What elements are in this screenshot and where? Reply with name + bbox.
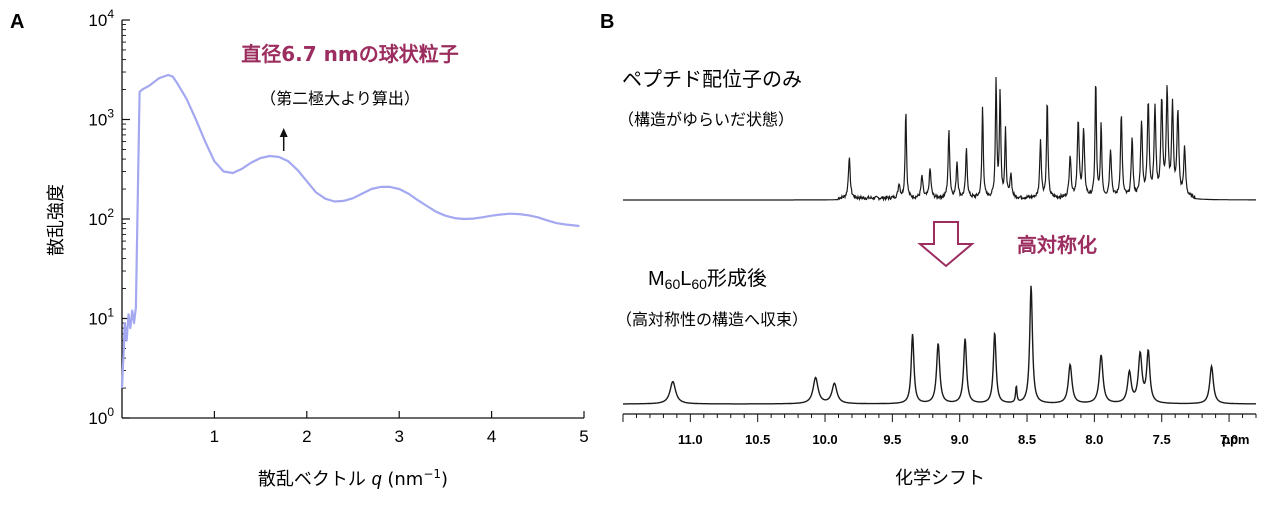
nmr-x-tick-label: 8.0 xyxy=(1085,432,1103,447)
panel-a: A 1 2 3 4 5 100 101 102 103 104 散乱強度 散乱ベクトル q (n… xyxy=(10,7,589,490)
nmr-x-unit: ppm xyxy=(1222,432,1249,447)
nmr-bottom-subtitle: （高対称性の構造へ収束） xyxy=(616,310,808,329)
saxs-x-tick-label: 5 xyxy=(579,427,588,446)
saxs-y-tick-label: 103 xyxy=(88,107,114,130)
saxs-x-label: 散乱ベクトル q (nm−1) xyxy=(258,467,448,490)
symmetry-label: 高対称化 xyxy=(1017,233,1097,257)
nmr-x-tick-label: 9.5 xyxy=(883,432,901,447)
panel-a-label: A xyxy=(10,11,24,33)
nmr-x-tick-label: 10.5 xyxy=(745,432,770,447)
saxs-annotation-arrow xyxy=(279,127,288,151)
nmr-x-tick-label: 7.5 xyxy=(1153,432,1171,447)
saxs-y-label: 散乱強度 xyxy=(46,184,67,256)
nmr-top-subtitle: （構造がゆらいだ状態） xyxy=(618,110,794,129)
panel-b-label: B xyxy=(600,11,614,33)
nmr-x-tick-label: 11.0 xyxy=(678,432,703,447)
saxs-annotation-subtitle: （第二極大より算出） xyxy=(260,89,420,108)
saxs-y-tick-label: 100 xyxy=(88,405,114,428)
saxs-x-tick-label: 1 xyxy=(210,427,219,446)
nmr-top-title: ペプチド配位子のみ xyxy=(622,67,802,91)
saxs-x-tick-label: 2 xyxy=(302,427,311,446)
saxs-y-tick-label: 101 xyxy=(88,306,114,329)
nmr-x-tick-label: 8.5 xyxy=(1018,432,1036,447)
saxs-x-ticks: 1 2 3 4 5 xyxy=(210,411,589,446)
saxs-axes xyxy=(121,20,584,419)
saxs-x-tick-label: 4 xyxy=(487,427,496,446)
nmr-x-tick-label: 10.0 xyxy=(812,432,837,447)
nmr-spectrum-complex xyxy=(623,285,1256,405)
nmr-x-tick-label: 9.0 xyxy=(951,432,969,447)
nmr-spectrum-ligand xyxy=(623,76,1256,202)
down-arrow-icon xyxy=(917,221,975,268)
saxs-y-tick-label: 104 xyxy=(88,7,114,30)
saxs-curve xyxy=(120,73,580,389)
nmr-bottom-title: M60L60形成後 xyxy=(648,266,767,292)
panel-b: B ペプチド配位子のみ （構造がゆらいだ状態） 高対称化 M60L60形成後 （… xyxy=(600,11,1257,489)
nmr-x-ticks: 11.0 10.5 10.0 9.5 9.0 8.5 8.0 7.5 7.0 xyxy=(622,414,1257,447)
nmr-x-tick-label: 7.0 xyxy=(1220,432,1238,447)
saxs-x-tick-label: 3 xyxy=(394,427,403,446)
saxs-annotation-title: 直径6.7 nmの球状粒子 xyxy=(241,42,458,66)
saxs-y-tick-label: 102 xyxy=(88,206,114,229)
nmr-x-label: 化学シフト xyxy=(895,468,985,489)
